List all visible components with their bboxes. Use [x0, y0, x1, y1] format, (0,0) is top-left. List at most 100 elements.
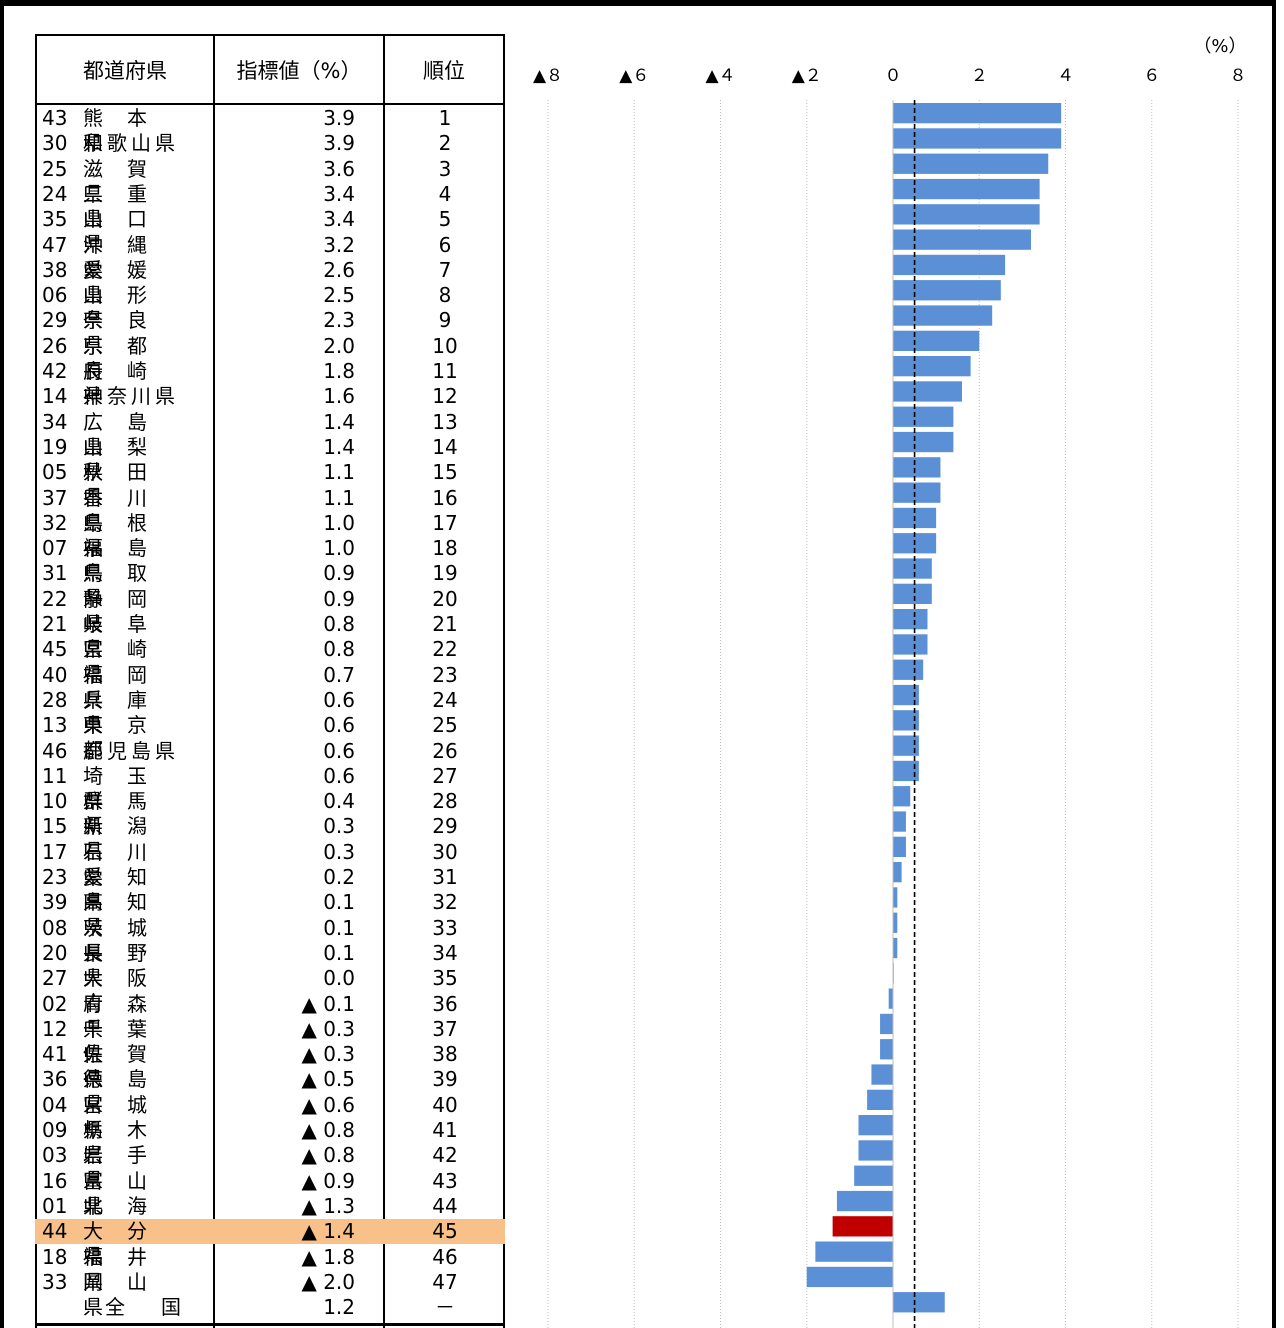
indicator-value: ▲ 0.5 — [301, 1067, 355, 1092]
table-row: 23 愛知県 0.2 31 — [35, 865, 505, 914]
prefecture-name: 青森県 — [83, 991, 171, 1041]
prefecture-code: 47 — [42, 232, 68, 257]
indicator-value: 2.5 — [323, 283, 355, 308]
table-row: 10 群馬県 0.4 28 — [35, 789, 505, 838]
prefecture-name: 東京都 — [83, 713, 171, 763]
rank-value: 38 — [432, 1042, 458, 1067]
prefecture-name: 香川県 — [83, 485, 171, 535]
indicator-value: 1.4 — [323, 434, 355, 459]
indicator-value: ▲ 1.4 — [301, 1219, 355, 1244]
prefecture-name: 長野県 — [83, 940, 171, 990]
indicator-value: ▲ 0.9 — [301, 1168, 355, 1193]
table-row: 20 長野県 0.1 34 — [35, 941, 505, 990]
rank-value: 10 — [432, 333, 458, 358]
table-row: 17 石川県 0.3 30 — [35, 839, 505, 889]
indicator-value: 0.1 — [323, 915, 355, 940]
table-row: 40 福岡県 0.7 23 — [35, 662, 505, 712]
table-row: 29 奈良県 2.3 9 — [35, 308, 505, 357]
prefecture-code: 06 — [42, 283, 68, 308]
prefecture-code: 36 — [42, 1067, 68, 1092]
bar — [858, 1115, 893, 1136]
table-row: 32 島根県 1.0 17 — [35, 510, 505, 560]
indicator-value: 0.1 — [323, 890, 355, 915]
indicator-value: ▲ 0.3 — [301, 1016, 355, 1041]
indicator-value: 0.7 — [323, 662, 355, 687]
prefecture-name: 愛媛県 — [83, 257, 171, 307]
x-tick-label: ０ — [885, 66, 902, 86]
indicator-value: 0.6 — [323, 687, 355, 712]
table-row: 31 鳥取県 0.9 19 — [35, 561, 505, 610]
prefecture-name: 山梨県 — [83, 434, 171, 484]
rank-value: 27 — [432, 763, 458, 788]
indicator-value: ▲ 0.1 — [301, 991, 355, 1016]
prefecture-name: 滋賀県 — [83, 156, 171, 206]
table-row: 25 滋賀県 3.6 3 — [35, 156, 505, 206]
prefecture-code: 16 — [42, 1168, 68, 1193]
rank-value: 30 — [432, 839, 458, 864]
x-tick-label: ▲２ — [792, 66, 822, 86]
table-row: 35 山口県 3.4 5 — [35, 207, 505, 256]
bar — [893, 305, 993, 326]
indicator-value: 0.0 — [323, 966, 355, 991]
bar — [893, 153, 1049, 174]
rank-value: 29 — [432, 814, 458, 839]
prefecture-name: 山口県 — [83, 207, 171, 257]
table-row: 15 新潟県 0.3 29 — [35, 814, 505, 863]
prefecture-code: 34 — [42, 409, 68, 434]
bar — [893, 204, 1040, 225]
indicator-value: 3.4 — [323, 207, 355, 232]
prefecture-name: 福井県 — [83, 1244, 171, 1294]
prefecture-code: 28 — [42, 687, 68, 712]
prefecture-name: 埼玉県 — [83, 763, 171, 813]
prefecture-code: 45 — [42, 637, 68, 662]
rank-value: 14 — [432, 434, 458, 459]
rank-value: 24 — [432, 687, 458, 712]
header-value: 指標値（%） — [213, 34, 385, 105]
indicator-value: 1.8 — [323, 359, 355, 383]
prefecture-name: 広島県 — [83, 409, 171, 459]
rank-value: 13 — [432, 409, 458, 434]
indicator-value: 1.1 — [323, 460, 355, 485]
prefecture-code: 24 — [42, 181, 68, 206]
bar — [893, 634, 928, 655]
bar — [854, 1165, 893, 1186]
table-row: 06 山形県 2.5 8 — [35, 283, 505, 332]
rank-value: 46 — [432, 1244, 458, 1269]
bar-chart-svg: ▲８ ▲６ ▲４ ▲２ ０ ２ ４ ６ ８ （%） — [533, 36, 1247, 1328]
bar — [867, 1089, 893, 1110]
bar — [893, 684, 919, 706]
prefecture-code: 32 — [42, 510, 68, 535]
table-row: 18 福井県 ▲ 1.8 46 — [35, 1244, 505, 1294]
table-row: 13 東京都 0.6 25 — [35, 713, 505, 762]
prefecture-name: 山形県 — [83, 283, 171, 333]
prefecture-name: 島根県 — [83, 510, 171, 560]
table-row: 24 三重県 3.4 4 — [35, 181, 505, 231]
bar — [893, 811, 906, 832]
prefecture-code: 35 — [42, 207, 68, 232]
bar — [893, 887, 898, 908]
rank-value: 8 — [438, 283, 452, 308]
indicator-value: ▲ 0.8 — [301, 1118, 355, 1142]
indicator-value: ▲ 0.8 — [301, 1143, 355, 1168]
table-row: 28 兵庫県 0.6 24 — [35, 687, 505, 737]
prefecture-code: 38 — [42, 257, 68, 282]
prefecture-name: 神奈川県 — [83, 384, 179, 409]
prefecture-code: 11 — [42, 763, 68, 788]
table-row: 03 岩手県 ▲ 0.8 42 — [35, 1143, 505, 1192]
bar — [880, 1039, 893, 1060]
prefecture-name: 京都府 — [83, 333, 171, 383]
prefecture-name: 和歌山県 — [83, 131, 179, 156]
rank-value: 3 — [438, 156, 452, 181]
table-row: 27 大阪府 0.0 35 — [35, 966, 505, 1015]
prefecture-name: 高知県 — [83, 890, 171, 940]
prefecture-name: 兵庫県 — [83, 687, 171, 737]
prefecture-code: 22 — [42, 586, 68, 611]
prefecture-code: 19 — [42, 434, 68, 459]
rank-value: 45 — [432, 1219, 458, 1244]
prefecture-name: 全国 — [105, 1295, 217, 1320]
indicator-value: ▲ 1.8 — [301, 1244, 355, 1269]
table-row: 04 宮城県 ▲ 0.6 40 — [35, 1093, 505, 1142]
prefecture-name: 群馬県 — [83, 789, 171, 839]
prefecture-name: 愛知県 — [83, 865, 171, 914]
bar — [893, 457, 941, 478]
